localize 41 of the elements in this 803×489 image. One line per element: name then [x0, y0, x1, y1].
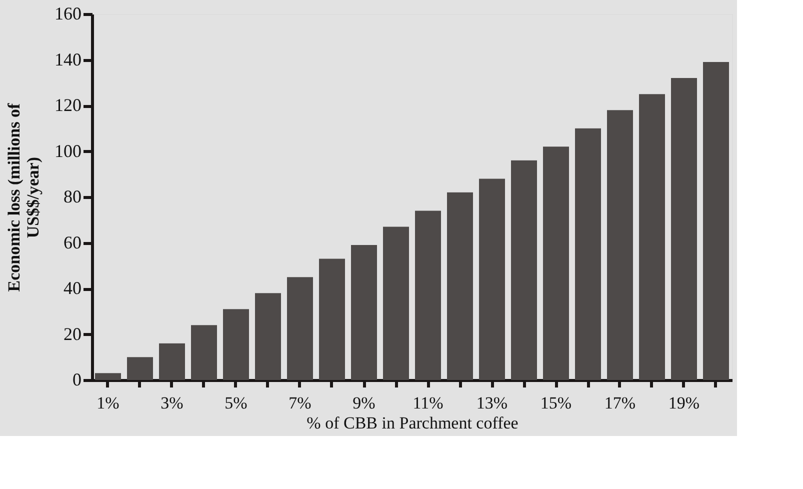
bar: [287, 277, 313, 380]
bar: [607, 110, 633, 380]
bar: [95, 373, 121, 380]
y-tick-label: 40: [64, 278, 82, 298]
bar: [383, 226, 409, 380]
x-tick-label: 1%: [96, 394, 120, 412]
y-tick-label: 120: [54, 95, 82, 115]
y-tick-label: 160: [54, 4, 82, 24]
x-tick-label: 13%: [476, 394, 508, 412]
bar: [639, 94, 665, 380]
bar: [479, 178, 505, 380]
x-tick-label: 7%: [288, 394, 312, 412]
y-tick-label: 20: [64, 324, 82, 344]
bar: [703, 62, 729, 380]
x-tick-label: 9%: [352, 394, 376, 412]
bar: [415, 210, 441, 380]
y-tick-label: 60: [64, 232, 82, 252]
y-tick-label: 100: [54, 140, 82, 161]
x-tick-label: 19%: [668, 394, 700, 412]
x-axis-title: % of CBB in Parchment coffee: [306, 414, 518, 432]
bar: [319, 258, 345, 380]
bar: [671, 78, 697, 380]
y-tick-label: 80: [64, 186, 82, 206]
bar: [223, 309, 249, 380]
bar: [575, 128, 601, 380]
x-tick-label: 11%: [412, 394, 444, 412]
x-tick-label: 5%: [224, 394, 248, 412]
x-tick-label: 3%: [160, 394, 184, 412]
bar: [255, 293, 281, 380]
bar: [191, 325, 217, 380]
x-tick-label: 15%: [540, 394, 572, 412]
bar: [511, 160, 537, 380]
y-axis-title: Economic loss (millions of US$$/year): [4, 102, 42, 292]
bar: [159, 343, 185, 380]
y-tick-label: 0: [72, 370, 82, 390]
bar: [351, 245, 377, 380]
bar: [447, 192, 473, 380]
y-tick-label: 140: [54, 49, 82, 70]
bar: [127, 357, 153, 380]
x-tick-label: 17%: [604, 394, 636, 412]
bar: [543, 146, 569, 380]
